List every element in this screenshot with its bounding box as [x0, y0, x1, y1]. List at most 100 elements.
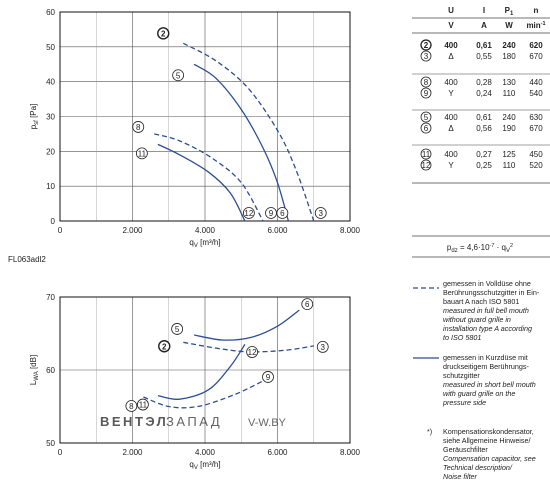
- marker-circle: [135, 147, 148, 160]
- table-cell-i: 0,55: [476, 52, 492, 61]
- curve-marker-11: 11: [135, 147, 148, 160]
- x-tick-label: 8.000: [340, 226, 361, 235]
- table-cell-p: 190: [502, 124, 516, 133]
- marker-circle: [136, 398, 149, 411]
- x-tick-label: 6.000: [267, 448, 288, 457]
- curve-marker-2: 2: [157, 27, 170, 40]
- series-line-11: [157, 344, 246, 401]
- marker-label: 2: [161, 29, 166, 38]
- marker-label: 6: [280, 209, 285, 218]
- table-cell-i: 0,28: [476, 78, 492, 87]
- table-marker: 9: [424, 89, 429, 98]
- table-marker-circle: [420, 122, 432, 134]
- x-tick-label: 4.000: [195, 226, 216, 235]
- table-cell-n: 520: [529, 161, 543, 170]
- table-cell-u: 400: [444, 113, 458, 122]
- table-header: P1: [505, 6, 514, 17]
- table-unit: V: [448, 21, 454, 30]
- table-marker-circle: [420, 148, 432, 160]
- table-marker: 6: [424, 124, 429, 133]
- x-tick-label: 2.000: [122, 448, 143, 457]
- y-tick-label: 70: [46, 293, 55, 302]
- table-cell-u: 400: [444, 78, 458, 87]
- table-cell-i: 0,24: [476, 89, 492, 98]
- legend-dashed-de: gemessen in Volldüse ohne: [443, 279, 531, 288]
- table-marker: 5: [424, 113, 429, 122]
- table-unit: min-1: [526, 21, 545, 30]
- table-cell-n: 450: [529, 150, 543, 159]
- watermark-site: V-W.BY: [248, 417, 287, 429]
- table-cell-u: 400: [444, 41, 458, 50]
- legend-note-symbol: *): [427, 427, 432, 436]
- legend-dashed-de: bauart A nach ISO 5801: [443, 297, 519, 306]
- table-cell-n: 670: [529, 52, 543, 61]
- marker-label: 5: [176, 71, 181, 80]
- curve-marker-5: 5: [171, 323, 184, 335]
- table-unit: A: [481, 21, 487, 30]
- watermark-left: ВЕНТЭЛ: [100, 414, 168, 429]
- table-cell-u: Δ: [448, 52, 454, 61]
- x-tick-label: 2.000: [122, 226, 143, 235]
- table-marker-circle: [420, 111, 432, 123]
- marker-circle: [246, 346, 259, 358]
- x-axis-label: qV [m³/h]: [189, 460, 220, 471]
- legend-note-de: Geräuschfilter: [443, 445, 488, 454]
- marker-circle: [242, 207, 255, 219]
- pressure-formula: pdz = 4,6·10-7 · qV2: [447, 243, 513, 254]
- series-line-8: [154, 133, 264, 222]
- marker-circle: [125, 400, 138, 412]
- curve-marker-12: 12: [242, 207, 255, 219]
- curve-marker-9: 9: [265, 207, 277, 219]
- marker-label: 11: [139, 401, 148, 410]
- curve-marker-3: 3: [314, 207, 327, 219]
- series-line-5: [193, 309, 300, 341]
- series-line-11: [157, 143, 246, 222]
- x-tick-label: 8.000: [340, 448, 361, 457]
- legend-note-en: Compensation capacitor, see: [443, 454, 536, 463]
- y-tick-label: 50: [46, 43, 55, 52]
- table-cell-u: Y: [448, 161, 454, 170]
- table-marker-circle: [420, 87, 432, 99]
- curve-marker-8: 8: [132, 121, 145, 133]
- x-tick-label: 0: [58, 448, 63, 457]
- curve-marker-3: 3: [316, 341, 329, 353]
- table-unit: W: [505, 21, 513, 30]
- y-tick-label: 0: [51, 217, 56, 226]
- table-cell-u: Δ: [448, 124, 454, 133]
- marker-circle: [301, 298, 314, 311]
- noise-chart: 0 2.000 4.000 6.000 8.000 50 60 70 qV [m³/h] LWA …: [29, 293, 361, 471]
- legend-note-de: siehe Allgemeine Hinweise/: [443, 436, 531, 445]
- legend-solid-de: schutzgitter: [443, 371, 480, 380]
- y-axis-label: LWA [dB]: [29, 355, 40, 385]
- table-cell-n: 440: [529, 78, 543, 87]
- curve-marker-6: 6: [276, 207, 289, 219]
- marker-circle: [316, 341, 329, 353]
- table-cell-n: 620: [529, 41, 543, 50]
- plot-frame: [59, 11, 351, 222]
- y-tick-label: 60: [46, 366, 55, 375]
- table-cell-i: 0,61: [476, 41, 492, 50]
- marker-label: 12: [248, 348, 257, 357]
- legend-dashed-en: to ISO 5801: [443, 333, 481, 342]
- table-cell-i: 0,25: [476, 161, 492, 170]
- legend-note-de: Kompensationskondensator,: [443, 427, 534, 436]
- marker-label: 2: [162, 342, 167, 351]
- marker-circle: [171, 323, 184, 335]
- table-cell-p: 240: [502, 41, 516, 50]
- table-cell-i: 0,56: [476, 124, 492, 133]
- plot-frame: [59, 296, 351, 444]
- y-tick-label: 10: [46, 182, 55, 191]
- legend-dashed-en: without guard grille in: [443, 315, 511, 324]
- table-cell-p: 240: [502, 113, 516, 122]
- table-marker-circle: [420, 39, 432, 51]
- marker-label: 9: [266, 373, 271, 382]
- marker-label: 9: [269, 209, 274, 218]
- table-cell-p: 125: [502, 150, 516, 159]
- table-marker-circle: [420, 76, 432, 88]
- marker-circle: [132, 121, 145, 133]
- y-tick-label: 30: [46, 113, 55, 122]
- series-line-5: [193, 63, 290, 222]
- chart-id: FL063adl2: [8, 255, 46, 264]
- table-cell-u: Y: [448, 89, 454, 98]
